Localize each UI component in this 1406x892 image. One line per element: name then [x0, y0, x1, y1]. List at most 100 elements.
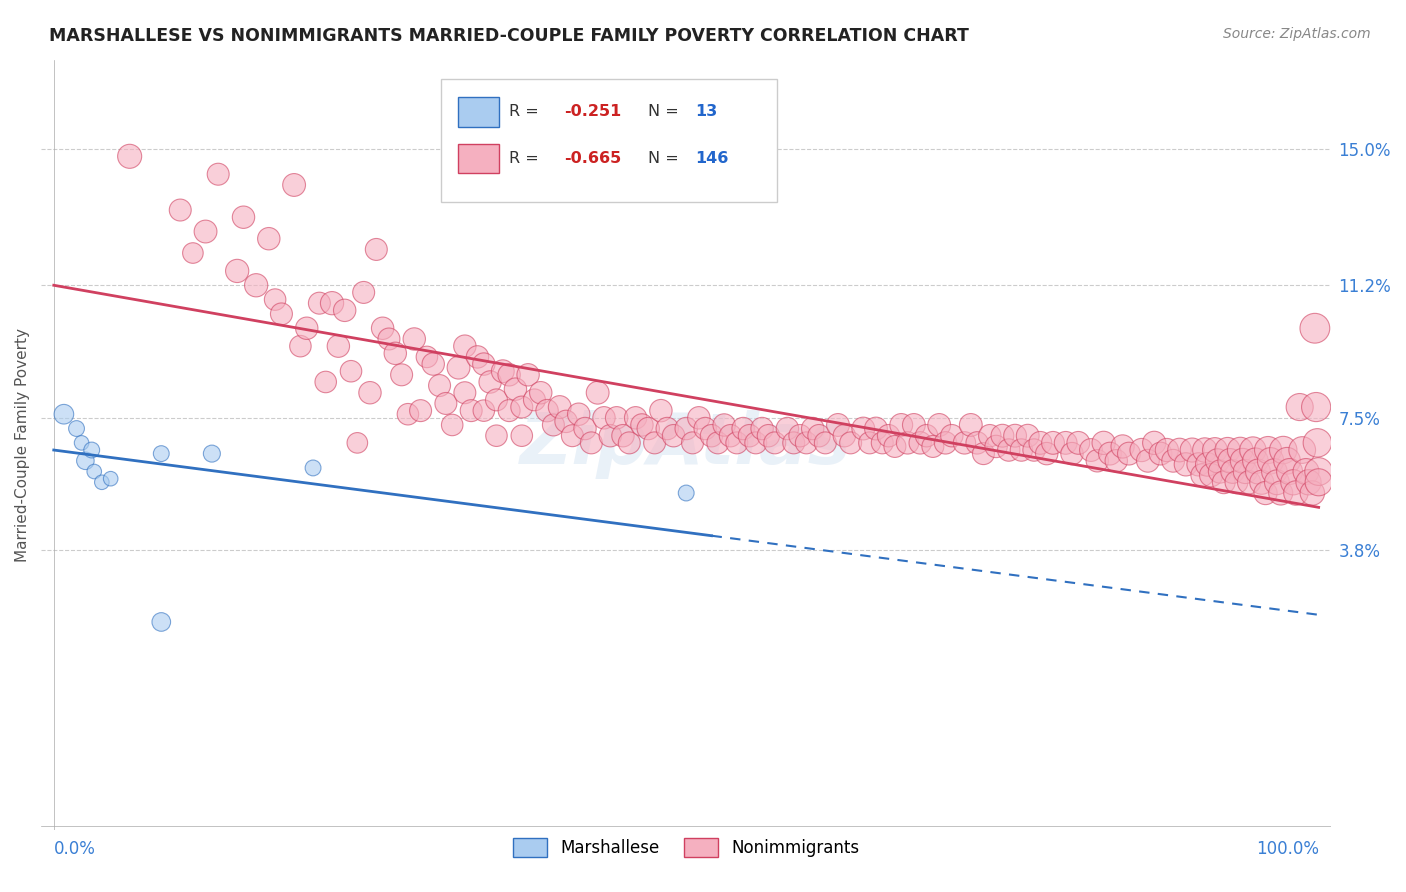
Point — [1209, 465, 1232, 479]
Point — [720, 428, 742, 442]
Point — [896, 435, 918, 450]
Point — [1187, 458, 1209, 472]
Point — [169, 202, 191, 217]
Point — [1225, 475, 1247, 490]
Legend: Marshallese, Nonimmigrants: Marshallese, Nonimmigrants — [506, 831, 866, 863]
Point — [422, 357, 444, 371]
Point — [839, 435, 862, 450]
Point — [581, 435, 603, 450]
Point — [574, 421, 596, 435]
Point — [1254, 486, 1277, 500]
Point — [675, 421, 697, 435]
Point — [270, 307, 292, 321]
Point — [510, 428, 533, 442]
Point — [371, 321, 394, 335]
Point — [612, 428, 634, 442]
Text: N =: N = — [648, 151, 678, 166]
Point — [505, 382, 527, 396]
Point — [359, 385, 381, 400]
Point — [796, 435, 818, 450]
Point — [758, 428, 780, 442]
Point — [561, 428, 583, 442]
Point — [454, 339, 477, 353]
Point — [100, 472, 122, 486]
Point — [1303, 321, 1326, 335]
Point — [1305, 400, 1327, 414]
Point — [1275, 454, 1298, 468]
Text: -0.665: -0.665 — [564, 151, 621, 166]
Point — [434, 396, 457, 410]
Point — [1232, 454, 1254, 468]
Point — [366, 243, 388, 257]
Point — [498, 403, 520, 417]
Point — [328, 339, 350, 353]
Text: MARSHALLESE VS NONIMMIGRANTS MARRIED-COUPLE FAMILY POVERTY CORRELATION CHART: MARSHALLESE VS NONIMMIGRANTS MARRIED-COU… — [49, 27, 969, 45]
Point — [80, 443, 103, 458]
Point — [295, 321, 318, 335]
Point — [1288, 400, 1310, 414]
Point — [700, 428, 723, 442]
Point — [1118, 447, 1140, 461]
Point — [150, 447, 173, 461]
Point — [827, 417, 849, 432]
Point — [492, 364, 515, 378]
Point — [1191, 468, 1213, 483]
Point — [391, 368, 413, 382]
Point — [1174, 458, 1197, 472]
Point — [801, 421, 824, 435]
Text: R =: R = — [509, 151, 540, 166]
Point — [1295, 465, 1317, 479]
Point — [1042, 435, 1064, 450]
Point — [454, 385, 477, 400]
Point — [908, 435, 931, 450]
FancyBboxPatch shape — [458, 144, 499, 173]
Point — [872, 435, 894, 450]
Point — [859, 435, 882, 450]
Point — [1136, 454, 1159, 468]
Text: N =: N = — [648, 104, 678, 120]
Point — [1143, 435, 1166, 450]
Point — [568, 407, 591, 421]
Point — [353, 285, 375, 300]
Point — [1247, 465, 1270, 479]
Point — [1257, 443, 1279, 458]
Point — [232, 211, 254, 225]
Point — [1092, 435, 1115, 450]
Point — [429, 378, 451, 392]
Point — [472, 403, 495, 417]
FancyBboxPatch shape — [441, 78, 776, 202]
Point — [530, 385, 553, 400]
Point — [733, 421, 755, 435]
Point — [1222, 465, 1244, 479]
Point — [1204, 443, 1226, 458]
Point — [1168, 443, 1191, 458]
Point — [1212, 475, 1234, 490]
Point — [1017, 428, 1039, 442]
FancyBboxPatch shape — [458, 97, 499, 127]
Text: ZipAtlas: ZipAtlas — [520, 410, 852, 479]
Point — [915, 428, 938, 442]
Point — [934, 435, 956, 450]
Point — [90, 475, 112, 490]
Y-axis label: Married-Couple Family Poverty: Married-Couple Family Poverty — [15, 327, 30, 562]
Point — [682, 435, 704, 450]
Point — [808, 428, 831, 442]
Point — [586, 385, 609, 400]
Point — [65, 421, 87, 435]
Point — [498, 368, 520, 382]
Point — [1301, 486, 1323, 500]
Text: 146: 146 — [695, 151, 728, 166]
Point — [1181, 443, 1204, 458]
Point — [776, 421, 799, 435]
Point — [479, 375, 502, 389]
Point — [783, 435, 806, 450]
Point — [738, 428, 761, 442]
Point — [1216, 443, 1239, 458]
Point — [1278, 465, 1301, 479]
Point — [657, 421, 679, 435]
Point — [1130, 443, 1153, 458]
Point — [1265, 475, 1288, 490]
Point — [1291, 443, 1313, 458]
Point — [883, 440, 905, 454]
Point — [599, 428, 621, 442]
